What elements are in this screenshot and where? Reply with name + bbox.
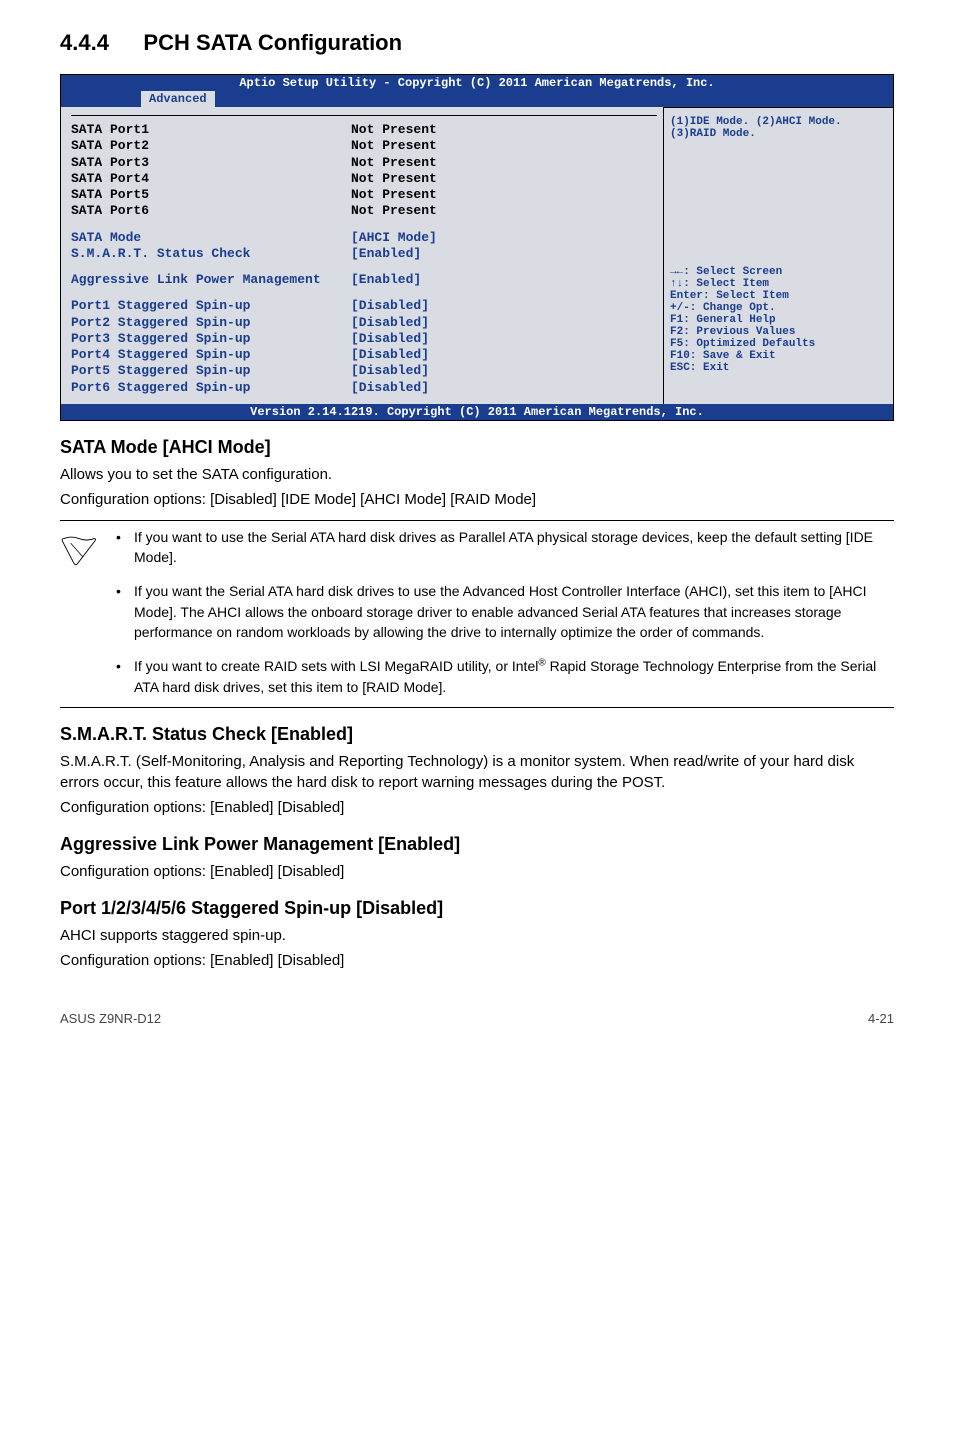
smart-val[interactable]: [Enabled] (351, 246, 657, 262)
note-item-3: If you want to create RAID sets with LSI… (116, 656, 894, 697)
sata-port1-label: SATA Port1 (71, 122, 351, 138)
nav-f1: F1: General Help (670, 314, 887, 326)
sata-mode-label[interactable]: SATA Mode (71, 230, 351, 246)
stagger5-label[interactable]: Port5 Staggered Spin-up (71, 363, 351, 379)
bios-right-panel: (1)IDE Mode. (2)AHCI Mode. (3)RAID Mode.… (663, 107, 893, 404)
bios-tab-advanced[interactable]: Advanced (141, 91, 215, 107)
note-item-1: If you want to use the Serial ATA hard d… (116, 527, 894, 568)
alpm-label[interactable]: Aggressive Link Power Management (71, 272, 351, 288)
footer-left: ASUS Z9NR-D12 (60, 1011, 161, 1026)
stagger-heading: Port 1/2/3/4/5/6 Staggered Spin-up [Disa… (60, 898, 894, 919)
smart-opts: Configuration options: [Enabled] [Disabl… (60, 797, 894, 818)
sata-mode-heading: SATA Mode [AHCI Mode] (60, 437, 894, 458)
nav-select-item: ↑↓: Select Item (670, 278, 887, 290)
note-content: If you want to use the Serial ATA hard d… (98, 527, 894, 701)
bios-left-panel: SATA Port1Not Present SATA Port2Not Pres… (61, 107, 663, 404)
sata-port4-val: Not Present (351, 171, 657, 187)
nav-enter: Enter: Select Item (670, 290, 887, 302)
note3-part1: If you want to create RAID sets with LSI… (134, 658, 538, 674)
sata-port4-label: SATA Port4 (71, 171, 351, 187)
sata-port6-val: Not Present (351, 203, 657, 219)
stagger-desc: AHCI supports staggered spin-up. (60, 925, 894, 946)
registered-mark: ® (538, 658, 545, 669)
sata-port5-label: SATA Port5 (71, 187, 351, 203)
stagger1-val[interactable]: [Disabled] (351, 298, 657, 314)
stagger1-label[interactable]: Port1 Staggered Spin-up (71, 298, 351, 314)
section-title: PCH SATA Configuration (143, 30, 402, 56)
stagger4-label[interactable]: Port4 Staggered Spin-up (71, 347, 351, 363)
bios-help-nav: →←: Select Screen ↑↓: Select Item Enter:… (670, 266, 887, 374)
stagger3-label[interactable]: Port3 Staggered Spin-up (71, 331, 351, 347)
bios-body: SATA Port1Not Present SATA Port2Not Pres… (61, 107, 893, 404)
note-box: If you want to use the Serial ATA hard d… (60, 520, 894, 708)
nav-change: +/-: Change Opt. (670, 302, 887, 314)
nav-f2: F2: Previous Values (670, 326, 887, 338)
stagger2-val[interactable]: [Disabled] (351, 315, 657, 331)
smart-heading: S.M.A.R.T. Status Check [Enabled] (60, 724, 894, 745)
sata-port2-val: Not Present (351, 138, 657, 154)
alpm-opts: Configuration options: [Enabled] [Disabl… (60, 861, 894, 882)
section-number: 4.4.4 (60, 30, 109, 56)
bios-header-text: Aptio Setup Utility - Copyright (C) 2011… (61, 76, 893, 90)
bios-header: Aptio Setup Utility - Copyright (C) 2011… (61, 75, 893, 107)
nav-select-screen: →←: Select Screen (670, 266, 887, 278)
stagger4-val[interactable]: [Disabled] (351, 347, 657, 363)
note-item-2: If you want the Serial ATA hard disk dri… (116, 581, 894, 642)
alpm-heading: Aggressive Link Power Management [Enable… (60, 834, 894, 855)
stagger2-label[interactable]: Port2 Staggered Spin-up (71, 315, 351, 331)
note-icon (60, 527, 98, 701)
bios-footer: Version 2.14.1219. Copyright (C) 2011 Am… (61, 404, 893, 420)
help-text-line1: (1)IDE Mode. (2)AHCI Mode. (670, 116, 887, 128)
sata-port1-val: Not Present (351, 122, 657, 138)
sata-mode-desc1: Allows you to set the SATA configuration… (60, 464, 894, 485)
sata-mode-desc2: Configuration options: [Disabled] [IDE M… (60, 489, 894, 510)
smart-desc: S.M.A.R.T. (Self-Monitoring, Analysis an… (60, 751, 894, 793)
nav-f5: F5: Optimized Defaults (670, 338, 887, 350)
page-footer: ASUS Z9NR-D12 4-21 (60, 1011, 894, 1026)
stagger6-val[interactable]: [Disabled] (351, 380, 657, 396)
sata-port5-val: Not Present (351, 187, 657, 203)
sata-port3-val: Not Present (351, 155, 657, 171)
help-text-line2: (3)RAID Mode. (670, 128, 887, 140)
stagger5-val[interactable]: [Disabled] (351, 363, 657, 379)
stagger6-label[interactable]: Port6 Staggered Spin-up (71, 380, 351, 396)
nav-esc: ESC: Exit (670, 362, 887, 374)
sata-port3-label: SATA Port3 (71, 155, 351, 171)
footer-right: 4-21 (868, 1011, 894, 1026)
smart-label[interactable]: S.M.A.R.T. Status Check (71, 246, 351, 262)
sata-port6-label: SATA Port6 (71, 203, 351, 219)
stagger3-val[interactable]: [Disabled] (351, 331, 657, 347)
bios-help-top: (1)IDE Mode. (2)AHCI Mode. (3)RAID Mode. (670, 116, 887, 266)
stagger-opts: Configuration options: [Enabled] [Disabl… (60, 950, 894, 971)
nav-f10: F10: Save & Exit (670, 350, 887, 362)
sata-port2-label: SATA Port2 (71, 138, 351, 154)
section-heading: 4.4.4 PCH SATA Configuration (60, 30, 894, 56)
alpm-val[interactable]: [Enabled] (351, 272, 657, 288)
bios-screenshot: Aptio Setup Utility - Copyright (C) 2011… (60, 74, 894, 421)
sata-mode-val[interactable]: [AHCI Mode] (351, 230, 657, 246)
